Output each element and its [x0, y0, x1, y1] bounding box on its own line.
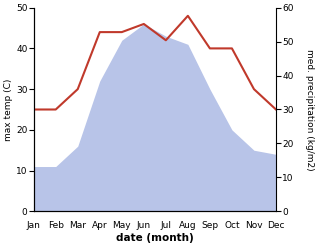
Y-axis label: max temp (C): max temp (C) — [4, 78, 13, 141]
Y-axis label: med. precipitation (kg/m2): med. precipitation (kg/m2) — [305, 49, 314, 170]
X-axis label: date (month): date (month) — [116, 233, 194, 243]
